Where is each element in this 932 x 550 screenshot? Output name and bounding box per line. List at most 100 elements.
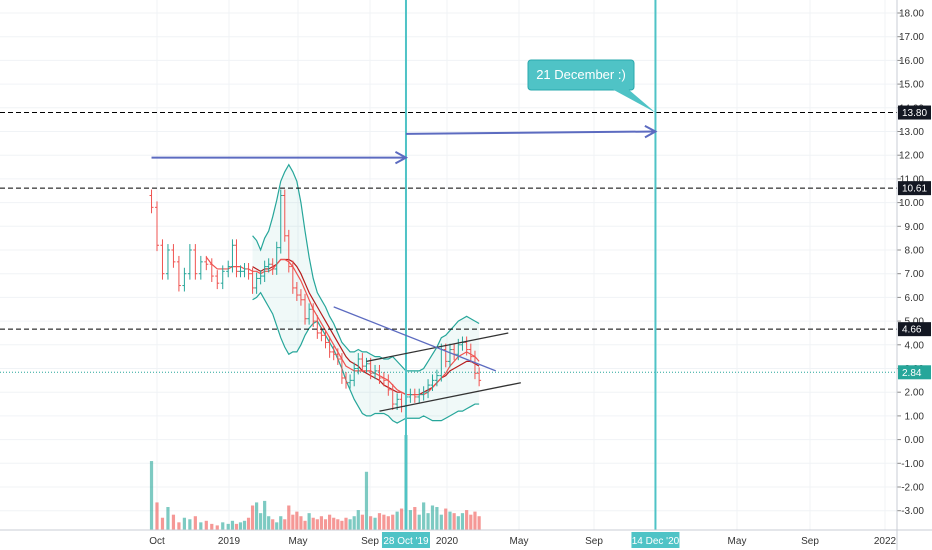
price-bar (434, 369, 439, 387)
y-tick-label: 18.00 (899, 9, 924, 20)
price-bar (368, 357, 373, 380)
volume-bar (155, 502, 159, 530)
price-bar (226, 260, 231, 278)
price-bar (282, 189, 287, 242)
volume-bar (426, 513, 430, 530)
volume-bar (263, 500, 267, 530)
volume-bar (340, 520, 344, 530)
volume-bar (395, 511, 399, 530)
volume-bar (452, 513, 456, 530)
price-flag (898, 322, 931, 337)
volume-bar (295, 511, 299, 530)
y-tick-label: 7.00 (905, 269, 925, 280)
x-tick-label: 2022 (874, 536, 897, 547)
price-bar (254, 272, 259, 294)
annotation-callout: 21 December :) (527, 59, 656, 113)
volume-bar (182, 517, 186, 530)
annotation-pointer (612, 89, 656, 113)
price-bar (360, 353, 365, 373)
price-bar (278, 189, 283, 254)
volume-bar (311, 517, 315, 530)
volume-bar (469, 514, 473, 530)
price-flag-label: 10.61 (902, 184, 927, 195)
volume-bar (259, 513, 263, 530)
price-bar (472, 350, 477, 380)
price-bar (187, 244, 192, 280)
volume-bar (267, 516, 271, 530)
volume-bar (275, 522, 279, 530)
price-bar (468, 343, 473, 363)
volume-bar (448, 511, 452, 530)
price-bar (335, 348, 340, 365)
price-bar (286, 229, 291, 273)
y-tick-label: 15.00 (899, 80, 924, 91)
price-bar (327, 336, 332, 358)
arrow-head (394, 150, 409, 165)
price-bar (270, 258, 275, 275)
y-tick-label: 9.00 (905, 222, 925, 233)
volume-bar (382, 514, 386, 530)
price-bar (421, 386, 426, 401)
volume-bar (204, 520, 208, 530)
volume-bar (287, 505, 291, 530)
y-tick-label: 4.00 (905, 340, 925, 351)
price-bar (331, 345, 336, 361)
volume-bar (193, 516, 197, 530)
volume-bar (413, 507, 417, 530)
price-bar (250, 267, 255, 294)
volume-bar (473, 511, 477, 530)
volume-bar (303, 520, 307, 530)
price-bar (443, 343, 448, 368)
volume-bar (435, 507, 439, 530)
volume-bar (356, 510, 360, 530)
price-bar (274, 241, 279, 275)
volume-bar (307, 513, 311, 530)
volume-bar (279, 516, 283, 530)
volume-bar (430, 505, 435, 530)
volume-bar (188, 519, 192, 530)
price-bar (303, 293, 308, 325)
y-tick-label: 8.00 (905, 246, 925, 257)
price-axis[interactable]: 18.0017.0016.0015.0014.0013.0012.0011.00… (896, 0, 925, 550)
x-tick-label: May (728, 536, 747, 547)
volume-bar (460, 513, 465, 530)
date-flag (381, 532, 430, 548)
price-bar (258, 270, 263, 285)
price-bar (171, 244, 176, 268)
volume-bar (465, 510, 469, 530)
volume-bar (364, 471, 369, 530)
arrow-head (644, 124, 658, 139)
price-bar (149, 189, 154, 214)
volume-bar (199, 522, 203, 530)
arrow-shaft (405, 130, 656, 135)
price-bar (381, 372, 386, 387)
volume-bar (315, 519, 319, 530)
y-tick-label: 12.00 (899, 151, 924, 162)
projection-arrow (151, 150, 409, 165)
price-bar (408, 388, 413, 403)
price-bar (412, 388, 417, 403)
price-bar (215, 270, 220, 290)
price-bar (307, 303, 312, 325)
price-bar (311, 303, 316, 328)
drawings: 21 December :) (151, 0, 658, 530)
price-bar (242, 263, 247, 278)
time-axis[interactable]: Oct 2019 May Sep 2020 May Sep May Sep 2022 (0, 529, 932, 547)
axis-flags: 13.80 10.61 4.66 2.84 28 Oct '19 14 Dec '20 (381, 105, 931, 548)
price-bar (315, 315, 320, 339)
x-tick-label: 2020 (436, 536, 459, 547)
volume-bar (332, 517, 336, 530)
price-bar (290, 260, 295, 294)
grid (0, 0, 897, 530)
x-tick-label: Oct (149, 536, 165, 547)
volume-bar (177, 522, 181, 530)
price-bar (220, 265, 225, 290)
price-bar (204, 255, 209, 271)
price-bar (238, 265, 243, 278)
volume-bar (283, 519, 287, 530)
price-flag (898, 365, 931, 380)
price-bar (262, 260, 267, 282)
volume-bar (166, 507, 170, 530)
